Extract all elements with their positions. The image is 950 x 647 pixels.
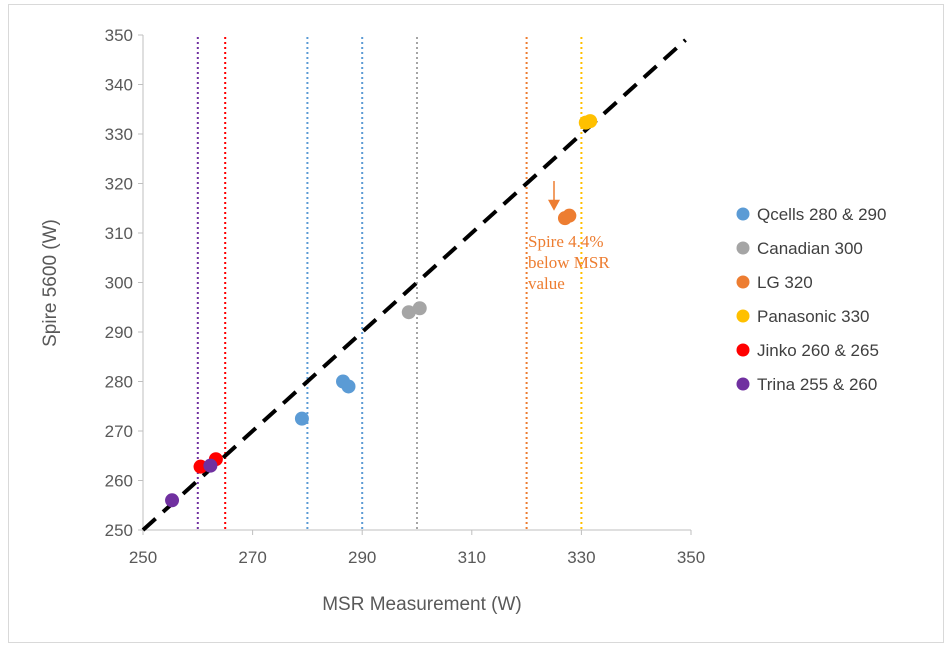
annotation-text-line: value: [528, 274, 565, 293]
vertical-reference-lines: [196, 37, 583, 530]
legend-label: Qcells 280 & 290: [757, 205, 886, 224]
x-axis-title: MSR Measurement (W): [322, 594, 522, 615]
legend-marker: [736, 241, 750, 255]
x-tick-label: 270: [238, 548, 266, 567]
x-tick-label: 290: [348, 548, 376, 567]
annotation-arrow-head: [548, 199, 560, 211]
x-tick-label: 330: [567, 548, 595, 567]
legend-marker: [736, 377, 750, 391]
legend-marker: [736, 309, 750, 323]
point-series-2: [562, 208, 577, 223]
legend-label: LG 320: [757, 273, 813, 292]
point-series-0: [341, 379, 356, 394]
x-tick-label: 250: [129, 548, 157, 567]
point-series-0: [294, 411, 309, 426]
legend-marker: [736, 207, 750, 221]
legend: Qcells 280 & 290 Canadian 300 LG 320 Panaso…: [736, 205, 886, 394]
legend-label: Trina 255 & 260: [757, 375, 877, 394]
annotation: Spire 4.4% below MSR value: [528, 181, 610, 293]
annotation-text-line: Spire 4.4%: [528, 232, 604, 251]
legend-label: Canadian 300: [757, 239, 863, 258]
axes: 250 260 270 280 290 300 310 320 330 340 350 250 270 2…: [105, 26, 706, 567]
point-series-5: [165, 493, 180, 508]
point-series-1: [412, 301, 427, 316]
y-tick-label: 250: [105, 521, 133, 540]
point-series-5: [203, 458, 218, 473]
y-tick-label: 260: [105, 472, 133, 491]
point-series-1: [401, 305, 416, 320]
legend-label: Panasonic 330: [757, 307, 869, 326]
y-tick-label: 340: [105, 76, 133, 95]
y-tick-label: 300: [105, 274, 133, 293]
legend-marker: [736, 275, 750, 289]
point-series-3: [583, 114, 598, 129]
x-tick-label: 310: [458, 548, 486, 567]
data-points: [165, 114, 598, 508]
y-tick-label: 310: [105, 224, 133, 243]
y-tick-label: 270: [105, 422, 133, 441]
y-tick-label: 320: [105, 175, 133, 194]
annotation-text-line: below MSR: [528, 253, 610, 272]
legend-marker: [736, 343, 750, 357]
legend-label: Jinko 260 & 265: [757, 341, 879, 360]
chart-frame: [8, 4, 944, 643]
y-axis-title: Spire 5600 (W): [40, 219, 61, 347]
x-tick-label: 350: [677, 548, 705, 567]
y-tick-label: 280: [105, 373, 133, 392]
y-tick-label: 330: [105, 125, 133, 144]
y-tick-label: 290: [105, 323, 133, 342]
y-tick-label: 350: [105, 26, 133, 45]
